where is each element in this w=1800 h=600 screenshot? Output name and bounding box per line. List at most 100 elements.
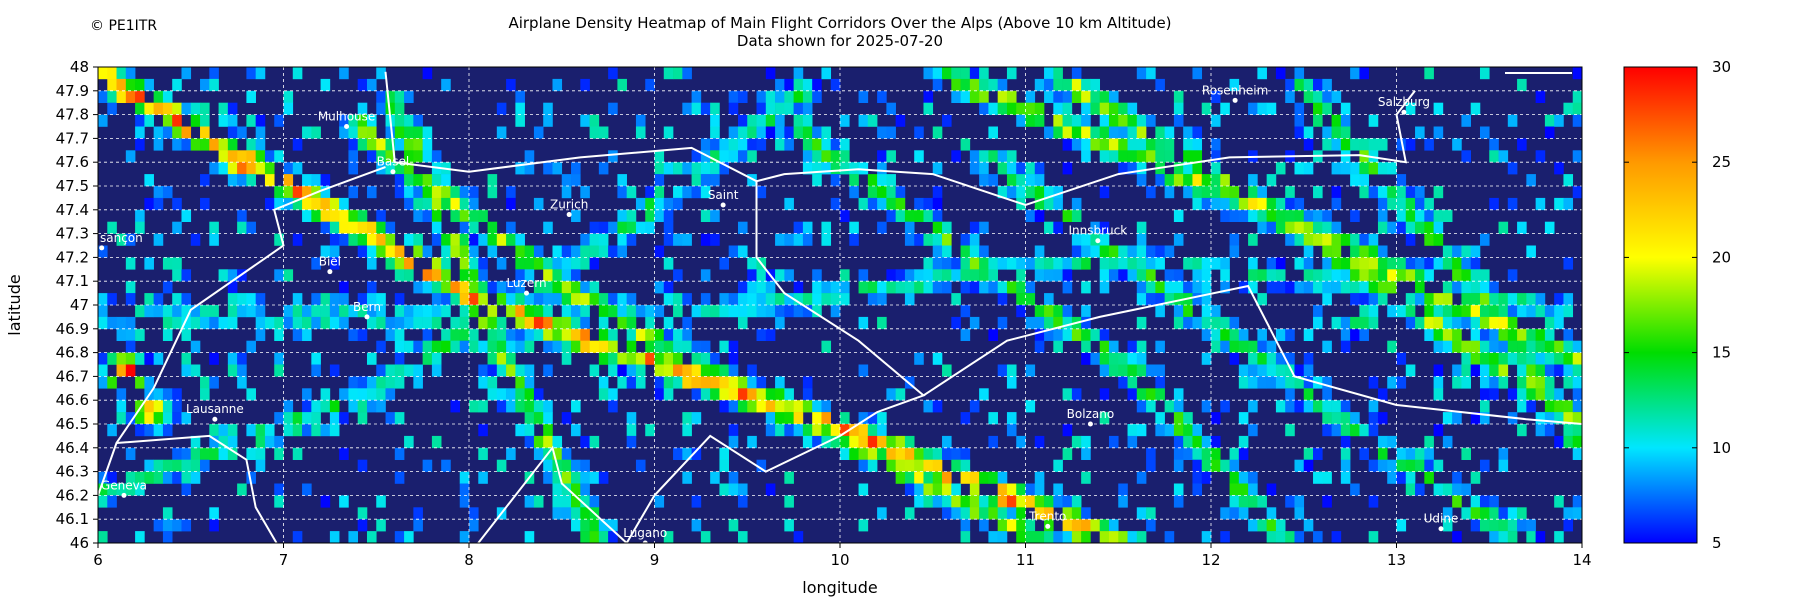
heatmap-cell xyxy=(1220,340,1230,353)
heatmap-cell xyxy=(728,424,739,437)
heatmap-cell xyxy=(1489,316,1499,330)
heatmap-cell xyxy=(1498,221,1509,234)
heatmap-cell xyxy=(1034,483,1045,496)
heatmap-cell xyxy=(237,293,247,306)
heatmap-cell xyxy=(1359,67,1369,80)
heatmap-cell xyxy=(1322,209,1332,222)
city-dot xyxy=(566,212,572,218)
heatmap-cell xyxy=(802,435,813,449)
heatmap-cell xyxy=(663,281,674,294)
heatmap-cell xyxy=(691,412,702,425)
heatmap-cell xyxy=(153,305,164,318)
heatmap-cell xyxy=(1415,316,1425,330)
heatmap-cell xyxy=(1275,531,1286,543)
heatmap-cell xyxy=(840,424,850,437)
heatmap-cell xyxy=(812,90,822,103)
heatmap-cell xyxy=(422,328,433,341)
heatmap-cell xyxy=(1155,340,1165,353)
heatmap-cell xyxy=(1248,471,1258,484)
heatmap-cell xyxy=(1173,162,1184,175)
heatmap-cell xyxy=(515,233,525,246)
heatmap-cell xyxy=(617,352,627,365)
heatmap-cell xyxy=(904,281,915,294)
heatmap-cell xyxy=(1136,531,1147,543)
heatmap-cell xyxy=(1479,364,1490,377)
heatmap-cell xyxy=(1489,305,1499,318)
heatmap-cell xyxy=(710,209,720,222)
heatmap-cell xyxy=(608,352,618,365)
heatmap-cell xyxy=(320,197,331,211)
heatmap-cell xyxy=(1572,495,1582,508)
heatmap-cell xyxy=(886,174,896,187)
heatmap-cell xyxy=(1062,138,1073,151)
heatmap-cell xyxy=(1461,281,1471,294)
heatmap-cell xyxy=(645,305,655,318)
heatmap-cell xyxy=(1377,293,1388,306)
heatmap-cell xyxy=(218,269,229,282)
heatmap-cell xyxy=(737,114,748,127)
heatmap-cell xyxy=(533,126,544,139)
heatmap-cell xyxy=(487,340,498,353)
y-tick-label: 47.3 xyxy=(56,225,89,243)
heatmap-cell xyxy=(209,78,219,92)
heatmap-cell xyxy=(580,471,590,484)
heatmap-cell xyxy=(700,352,711,365)
heatmap-cell xyxy=(1405,269,1416,282)
heatmap-cell xyxy=(877,174,887,187)
heatmap-cell xyxy=(877,281,887,294)
heatmap-cell xyxy=(654,209,665,222)
heatmap-cell xyxy=(469,507,479,520)
heatmap-cell xyxy=(459,328,470,341)
border-line xyxy=(384,71,1416,207)
heatmap-cell xyxy=(1275,519,1286,532)
heatmap-cell xyxy=(116,364,127,377)
y-tick-label: 46.9 xyxy=(56,320,89,338)
heatmap-cell xyxy=(413,376,423,389)
heatmap-cell xyxy=(1229,316,1240,330)
heatmap-cell xyxy=(1507,328,1518,341)
heatmap-cell xyxy=(571,293,581,306)
heatmap-cell xyxy=(218,316,229,330)
heatmap-cell xyxy=(1517,352,1527,365)
heatmap-cell xyxy=(580,186,590,199)
heatmap-cell xyxy=(1229,328,1240,341)
heatmap-cell xyxy=(524,400,535,413)
heatmap-cell xyxy=(533,328,544,341)
heatmap-cell xyxy=(1535,305,1546,318)
heatmap-cell xyxy=(348,305,359,318)
heatmap-cell xyxy=(339,316,349,330)
heatmap-cell xyxy=(691,352,702,365)
heatmap-cell xyxy=(385,245,396,258)
heatmap-cell xyxy=(1405,257,1416,270)
heatmap-cell xyxy=(942,471,952,484)
heatmap-cell xyxy=(728,519,739,532)
heatmap-cell xyxy=(385,150,396,163)
heatmap-cell xyxy=(904,471,915,484)
heatmap-cell xyxy=(172,400,182,413)
heatmap-cell xyxy=(1544,412,1555,425)
heatmap-cell xyxy=(1192,269,1203,282)
heatmap-cell xyxy=(227,316,238,330)
heatmap-cell xyxy=(1220,459,1230,472)
heatmap-cell xyxy=(1563,435,1574,449)
heatmap-cell xyxy=(1331,90,1342,103)
heatmap-cell xyxy=(775,305,785,318)
heatmap-cell xyxy=(765,281,776,294)
heatmap-cell xyxy=(227,352,238,365)
heatmap-cell xyxy=(469,281,479,294)
heatmap-cell xyxy=(1479,412,1490,425)
heatmap-cell xyxy=(1229,352,1240,365)
y-tick-label: 46.4 xyxy=(56,439,89,457)
heatmap-cell xyxy=(339,197,349,211)
heatmap-cell xyxy=(1146,364,1156,377)
heatmap-cell xyxy=(951,507,961,520)
heatmap-cell xyxy=(645,352,655,365)
heatmap-cell xyxy=(942,114,952,127)
heatmap-cell xyxy=(1322,257,1332,270)
heatmap-cell xyxy=(589,293,600,306)
heatmap-cell xyxy=(988,126,998,139)
chart-title: Airplane Density Heatmap of Main Flight … xyxy=(508,14,1172,32)
heatmap-cell xyxy=(1211,197,1221,211)
heatmap-cell xyxy=(886,186,896,199)
heatmap-cell xyxy=(1377,388,1388,401)
